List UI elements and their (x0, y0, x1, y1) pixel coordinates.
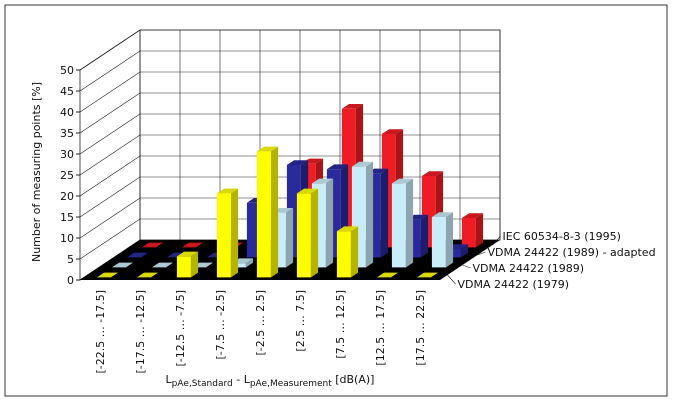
y-tick-label: 35 (60, 127, 74, 140)
x-label-part: [dB(A)] (332, 373, 375, 386)
x-label-part: pAe,Standard (172, 379, 233, 389)
bar-top (141, 242, 164, 248)
bar (336, 231, 351, 278)
bar-side (380, 168, 389, 258)
bar-top (256, 146, 279, 152)
bar-side (285, 208, 294, 268)
x-tick-label: [-2.5 … 2.5] (254, 290, 267, 356)
x-tick-label: [-17.5 … -12.5] (134, 290, 147, 374)
bar-side (475, 213, 484, 248)
x-label-part: L (166, 373, 173, 386)
bar-top (416, 272, 439, 278)
legend-leader (477, 251, 486, 256)
bar-side (245, 258, 254, 268)
y-tick-label: 25 (60, 169, 74, 182)
bar-top (351, 161, 374, 167)
legend-leader (462, 264, 471, 269)
bar-side (190, 251, 199, 278)
x-tick-label: [2.5 … 7.5] (294, 290, 307, 352)
bar-side (445, 212, 454, 268)
bar-side (365, 161, 374, 268)
x-tick-label: [17.5 … 22.5] (414, 290, 427, 366)
x-tick-label: [12.5 … 17.5] (374, 290, 387, 366)
bar-top (376, 272, 399, 278)
bar (216, 193, 231, 278)
bar-top (431, 212, 454, 217)
bar-top (326, 164, 349, 170)
bar-top (336, 226, 359, 232)
x-axis-label: LpAe,Standard - LpAe,Measurement [dB(A)] (166, 373, 375, 389)
bar-top (296, 188, 319, 194)
bar (446, 249, 461, 258)
legend-label: VDMA 24422 (1989) (473, 262, 585, 275)
y-tick-label: 0 (67, 274, 74, 287)
bar-side (230, 188, 239, 278)
bar-side (350, 226, 359, 278)
bar-top (176, 251, 199, 257)
legend-leader (447, 274, 456, 285)
bar (176, 256, 191, 278)
bar-top (111, 262, 134, 268)
bar-top (461, 213, 484, 218)
y-tick-label: 45 (60, 85, 74, 98)
x-tick-label: [-12.5 … -7.5] (174, 290, 187, 367)
bar (461, 218, 476, 248)
y-tick-label: 30 (60, 148, 74, 161)
y-tick-label: 50 (60, 64, 74, 77)
x-tick-label: [-7.5 … -2.5] (214, 290, 227, 360)
y-axis-label: Number of measuring points [%] (30, 82, 43, 262)
bar-top (126, 252, 149, 258)
bar-side (310, 188, 319, 278)
bar (231, 263, 246, 268)
x-tick-label: [7.5 … 12.5] (334, 290, 347, 359)
x-label-part: pAe,Measurement (250, 379, 332, 389)
bar-side (460, 244, 469, 258)
bar (391, 183, 406, 268)
bar (256, 151, 271, 278)
y-tick-label: 20 (60, 190, 74, 203)
bar (431, 217, 446, 268)
legend-label: IEC 60534-8-3 (1995) (503, 230, 621, 243)
bar-top (181, 242, 204, 248)
frame (4, 4, 668, 397)
bar-side (270, 146, 279, 278)
bar-top (136, 272, 159, 278)
legend-label: VDMA 24422 (1989) - adapted (488, 246, 656, 259)
x-label-part: - L (233, 373, 251, 386)
x-tick-label: [-22.5 … -17.5] (94, 290, 107, 374)
y-tick-label: 40 (60, 106, 74, 119)
y-tick-label: 10 (60, 232, 74, 245)
bar-side (420, 214, 429, 258)
y-tick-label: 15 (60, 211, 74, 224)
bar-top (151, 262, 174, 268)
y-tick-label: 5 (67, 253, 74, 266)
bar-side (405, 178, 414, 268)
bar (296, 193, 311, 278)
bar-top (216, 188, 239, 194)
bar-top (286, 160, 309, 165)
bar-top (381, 129, 404, 134)
bar-top (96, 272, 119, 278)
legend-label: VDMA 24422 (1979) (458, 278, 570, 291)
bar-top (341, 104, 364, 109)
bar-top (311, 178, 334, 184)
bar-top (421, 171, 444, 176)
bar-top (391, 178, 414, 184)
legend-leader (492, 235, 501, 246)
bar-side (325, 178, 334, 268)
